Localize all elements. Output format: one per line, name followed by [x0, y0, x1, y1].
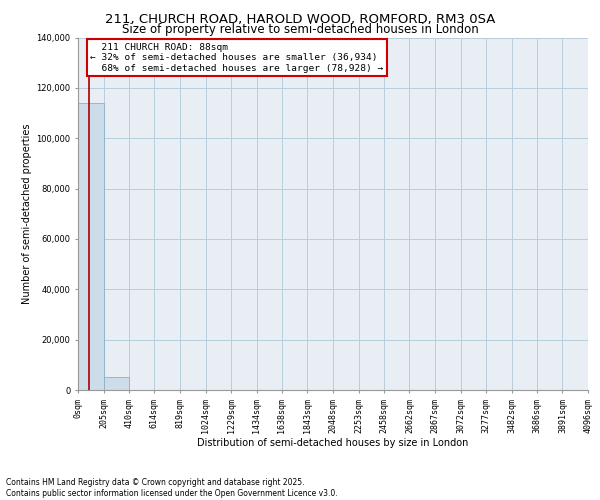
Bar: [104, 378, 129, 390]
Y-axis label: Number of semi-detached properties: Number of semi-detached properties: [22, 124, 32, 304]
Text: Size of property relative to semi-detached houses in London: Size of property relative to semi-detach…: [122, 22, 478, 36]
Text: 211, CHURCH ROAD, HAROLD WOOD, ROMFORD, RM3 0SA: 211, CHURCH ROAD, HAROLD WOOD, ROMFORD, …: [105, 12, 495, 26]
Text: 211 CHURCH ROAD: 88sqm
← 32% of semi-detached houses are smaller (36,934)
  68% : 211 CHURCH ROAD: 88sqm ← 32% of semi-det…: [90, 43, 383, 72]
Text: Contains HM Land Registry data © Crown copyright and database right 2025.
Contai: Contains HM Land Registry data © Crown c…: [6, 478, 338, 498]
Bar: [78, 104, 104, 390]
X-axis label: Distribution of semi-detached houses by size in London: Distribution of semi-detached houses by …: [197, 438, 469, 448]
